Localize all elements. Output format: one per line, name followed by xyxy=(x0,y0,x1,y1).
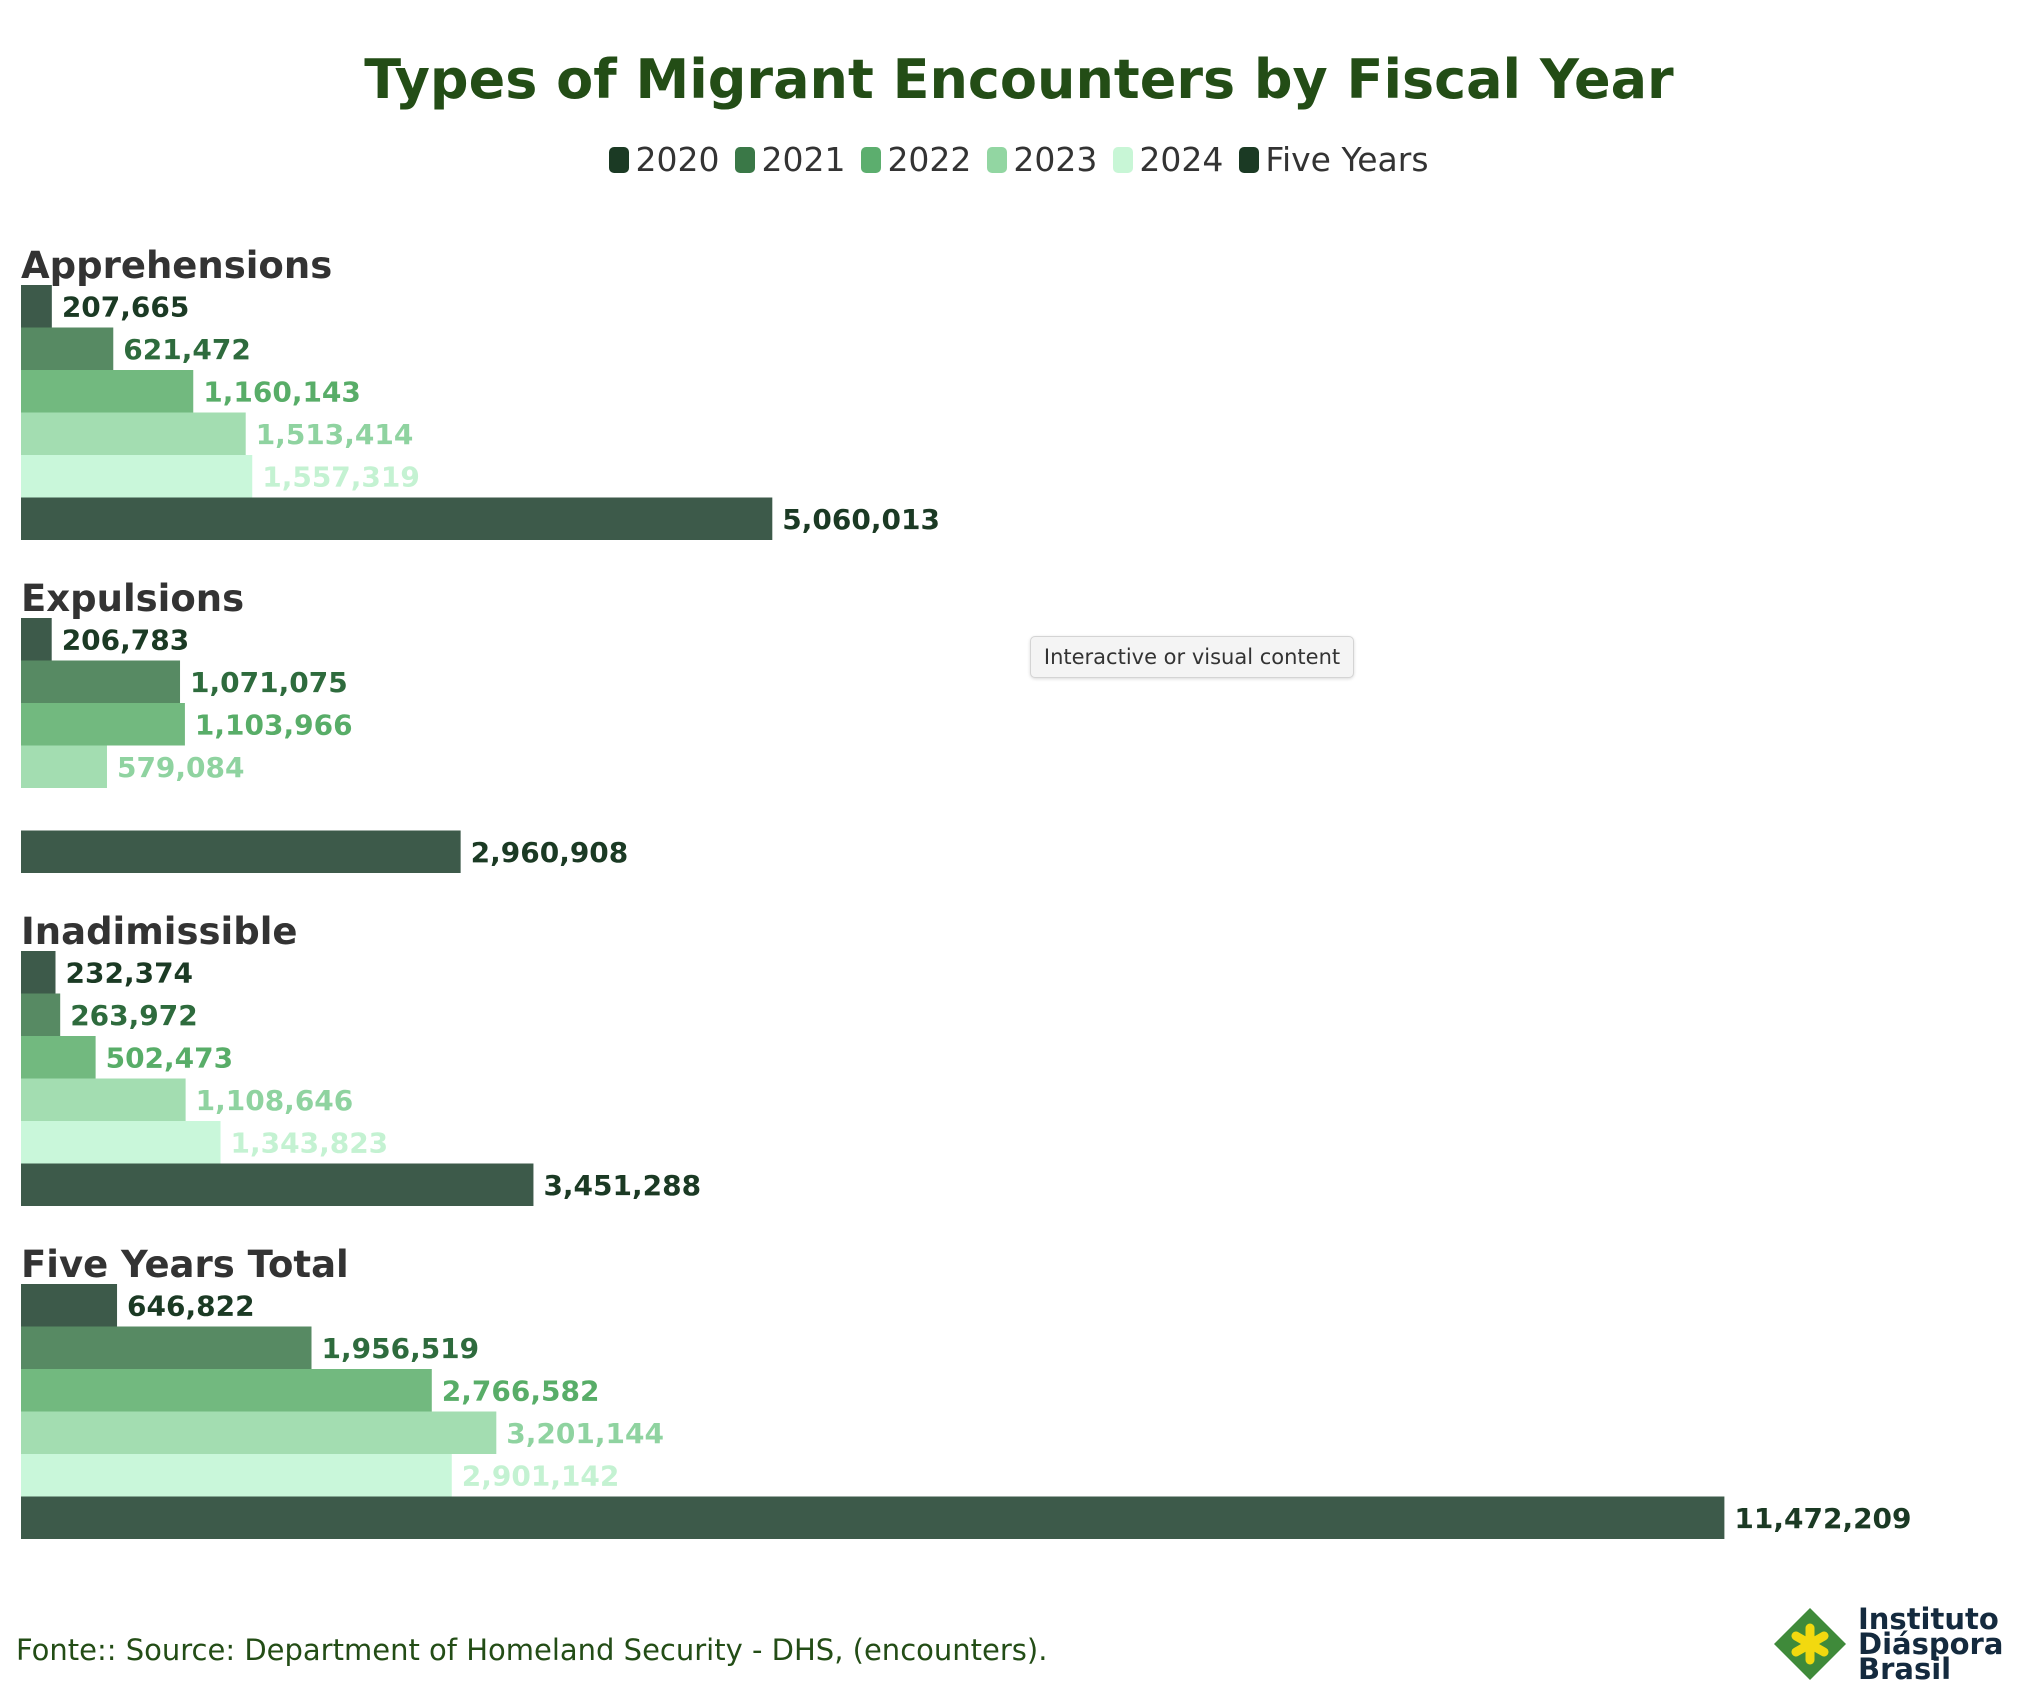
logo: Instituto Diáspora Brasil xyxy=(1770,1604,2003,1684)
legend-swatch-five-years xyxy=(1239,146,1260,173)
bar-expulsions-2020[interactable] xyxy=(21,618,52,661)
logo-text: Instituto Diáspora Brasil xyxy=(1858,1601,2004,1686)
legend-swatch-2023 xyxy=(987,146,1008,173)
value-label-five-years-total-2024: 2,901,142 xyxy=(462,1459,620,1492)
bar-apprehensions-five-years[interactable] xyxy=(21,497,773,541)
bar-expulsions-2023[interactable] xyxy=(21,745,107,789)
value-label-inadimissible-2022: 502,473 xyxy=(106,1041,234,1074)
bar-apprehensions-2023[interactable] xyxy=(21,412,246,456)
value-label-apprehensions-2022: 1,160,143 xyxy=(203,375,361,408)
value-label-apprehensions-2020: 207,665 xyxy=(62,290,190,323)
legend-label-2021: 2021 xyxy=(761,140,846,179)
group-label-apprehensions: Apprehensions xyxy=(21,244,332,287)
bar-five-years-total-2022[interactable] xyxy=(21,1369,432,1412)
logo-text-line1: Instituto xyxy=(1858,1601,1999,1636)
value-label-expulsions-2022: 1,103,966 xyxy=(195,708,353,741)
value-label-inadimissible-2023: 1,108,646 xyxy=(196,1084,354,1117)
value-label-inadimissible-five-years: 3,451,288 xyxy=(543,1169,701,1202)
bar-five-years-total-2023[interactable] xyxy=(21,1411,497,1455)
bar-apprehensions-2022[interactable] xyxy=(21,370,194,413)
bar-five-years-total-2021[interactable] xyxy=(21,1326,312,1370)
bar-apprehensions-2024[interactable] xyxy=(21,455,253,498)
logo-text-line2: Diáspora xyxy=(1858,1626,2004,1661)
group-label-expulsions: Expulsions xyxy=(21,577,244,620)
value-label-inadimissible-2024: 1,343,823 xyxy=(231,1126,389,1159)
value-label-apprehensions-2023: 1,513,414 xyxy=(256,418,414,451)
group-label-five-years-total: Five Years Total xyxy=(21,1243,349,1286)
logo-text-line3: Brasil xyxy=(1858,1651,1952,1686)
legend-label-2024: 2024 xyxy=(1139,140,1224,179)
bar-five-years-total-five-years[interactable] xyxy=(21,1496,1725,1540)
value-label-five-years-total-2020: 646,822 xyxy=(127,1289,255,1322)
value-label-five-years-total-2023: 3,201,144 xyxy=(506,1417,664,1450)
bar-five-years-total-2020[interactable] xyxy=(21,1284,118,1327)
value-label-apprehensions-five-years: 5,060,013 xyxy=(782,503,940,536)
bar-inadimissible-2021[interactable] xyxy=(21,993,61,1037)
legend-swatch-2021 xyxy=(735,146,756,173)
bar-inadimissible-2022[interactable] xyxy=(21,1036,96,1079)
legend-item-2021[interactable]: 2021 xyxy=(735,140,845,179)
source-note: Fonte:: Source: Department of Homeland S… xyxy=(16,1633,1048,1667)
bar-apprehensions-2021[interactable] xyxy=(21,327,114,371)
bar-expulsions-2022[interactable] xyxy=(21,703,185,746)
legend-item-2023[interactable]: 2023 xyxy=(987,140,1097,179)
legend-label-2022: 2022 xyxy=(887,140,972,179)
bar-expulsions-five-years[interactable] xyxy=(21,830,461,874)
bar-inadimissible-2020[interactable] xyxy=(21,951,56,994)
value-label-inadimissible-2021: 263,972 xyxy=(70,999,198,1032)
legend-item-2024[interactable]: 2024 xyxy=(1113,140,1223,179)
legend-label-2020: 2020 xyxy=(635,140,720,179)
group-label-inadimissible: Inadimissible xyxy=(21,910,297,953)
legend-label-2023: 2023 xyxy=(1013,140,1098,179)
bar-expulsions-2021[interactable] xyxy=(21,660,181,704)
bar-apprehensions-2020[interactable] xyxy=(21,285,52,328)
chart-title: Types of Migrant Encounters by Fiscal Ye… xyxy=(364,48,1674,111)
legend-swatch-2024 xyxy=(1113,146,1134,173)
value-label-expulsions-five-years: 2,960,908 xyxy=(471,836,629,869)
value-label-five-years-total-five-years: 11,472,209 xyxy=(1734,1502,1911,1535)
legend-swatch-2020 xyxy=(609,146,630,173)
bar-inadimissible-five-years[interactable] xyxy=(21,1163,534,1207)
bar-five-years-total-2024[interactable] xyxy=(21,1454,452,1497)
legend-swatch-2022 xyxy=(861,146,882,173)
value-label-expulsions-2021: 1,071,075 xyxy=(190,666,348,699)
chart-legend: 2020 2021 2022 2023 2024 Five Years xyxy=(0,140,2038,179)
bar-inadimissible-2023[interactable] xyxy=(21,1078,186,1122)
legend-item-2020[interactable]: 2020 xyxy=(609,140,719,179)
value-label-expulsions-2023: 579,084 xyxy=(117,751,245,784)
legend-item-five-years[interactable]: Five Years xyxy=(1239,140,1429,179)
legend-item-2022[interactable]: 2022 xyxy=(861,140,971,179)
legend-label-five-years: Five Years xyxy=(1265,140,1429,179)
bar-inadimissible-2024[interactable] xyxy=(21,1121,221,1164)
content-tooltip: Interactive or visual content xyxy=(1030,636,1354,678)
value-label-five-years-total-2022: 2,766,582 xyxy=(442,1374,600,1407)
value-label-apprehensions-2024: 1,557,319 xyxy=(262,460,420,493)
value-label-inadimissible-2020: 232,374 xyxy=(66,956,194,989)
value-label-apprehensions-2021: 621,472 xyxy=(123,333,251,366)
value-label-expulsions-2020: 206,783 xyxy=(62,623,190,656)
logo-icon xyxy=(1774,1608,1846,1680)
value-label-five-years-total-2021: 1,956,519 xyxy=(322,1332,480,1365)
